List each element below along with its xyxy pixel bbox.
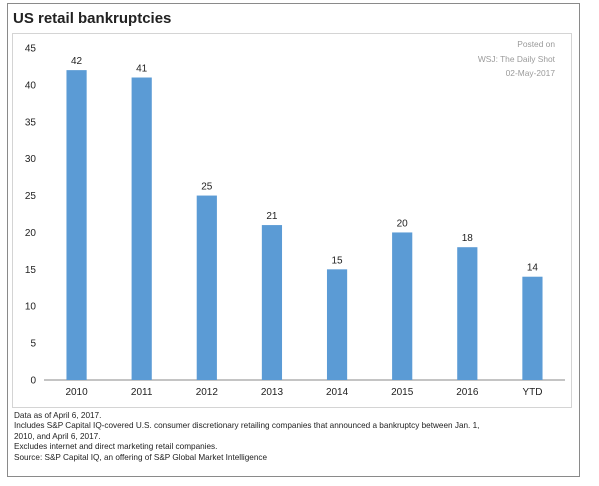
- y-tick-label: 20: [25, 228, 37, 239]
- y-tick-label: 40: [25, 80, 37, 91]
- x-tick-label: 2014: [326, 387, 349, 398]
- x-tick-label: 2011: [131, 387, 153, 398]
- note-line: Includes S&P Capital IQ-covered U.S. con…: [14, 421, 480, 431]
- bar: [196, 195, 217, 380]
- chart-title: US retail bankruptcies: [13, 10, 172, 27]
- y-tick-label: 0: [30, 376, 36, 387]
- x-tick-label: 2010: [65, 387, 88, 398]
- y-tick-label: 15: [25, 265, 37, 276]
- posted-line-3: 02-May-2017: [505, 68, 555, 78]
- chart-notes: Data as of April 6, 2017. Includes S&P C…: [14, 411, 574, 463]
- x-tick-label: 2012: [196, 387, 219, 398]
- data-label: 18: [462, 233, 474, 244]
- x-tick-label: YTD: [522, 387, 542, 398]
- bar: [457, 247, 478, 380]
- y-tick-label: 5: [30, 339, 36, 350]
- posted-line-2: WSJ: The Daily Shot: [477, 53, 555, 64]
- data-label: 41: [136, 64, 148, 75]
- bar: [392, 232, 413, 380]
- posted-watermark: Posted on WSJ: The Daily Shot 02-May-201…: [478, 37, 555, 81]
- y-tick-label: 10: [25, 302, 37, 313]
- data-label: 21: [266, 211, 278, 222]
- note-line: 2010, and April 6, 2017.: [14, 431, 101, 441]
- x-tick-label: 2013: [261, 387, 284, 398]
- bar: [522, 276, 543, 380]
- bar: [326, 269, 348, 380]
- bar: [261, 225, 283, 380]
- y-tick-label: 35: [25, 117, 37, 128]
- note-line: Data as of April 6, 2017.: [14, 411, 102, 420]
- data-label: 25: [201, 182, 213, 193]
- x-tick-label: 2016: [456, 387, 479, 398]
- x-tick-label: 2015: [391, 387, 414, 398]
- data-label: 20: [397, 218, 409, 229]
- y-tick-label: 45: [25, 44, 37, 55]
- note-line: Excludes internet and direct marketing r…: [14, 442, 218, 452]
- bar: [131, 77, 152, 380]
- data-label: 14: [527, 263, 539, 274]
- data-label: 42: [71, 56, 83, 67]
- plot-panel: [12, 33, 572, 408]
- posted-line-1: Posted on: [517, 39, 555, 49]
- data-label: 15: [332, 255, 344, 266]
- y-tick-label: 25: [25, 191, 37, 202]
- bar: [66, 70, 87, 380]
- note-line: Source: S&P Capital IQ, an offering of S…: [14, 452, 268, 462]
- y-tick-label: 30: [25, 154, 37, 165]
